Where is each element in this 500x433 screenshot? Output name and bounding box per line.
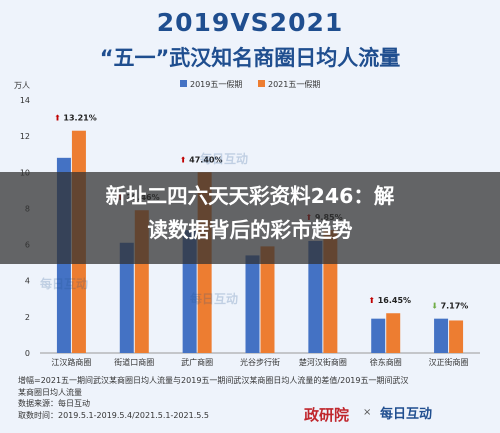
watermark-3: 每日互动	[40, 277, 89, 291]
y-tick-label: 12	[20, 132, 30, 141]
x-tick-label: 汉正街商圈	[429, 357, 469, 367]
watermark-2: 每日互动	[190, 292, 239, 306]
bar	[119, 242, 134, 353]
legend-label: 2021五一假期	[268, 80, 320, 89]
overlay-banner	[0, 172, 500, 264]
bar	[434, 318, 449, 353]
x-tick-label: 武广商圈	[181, 357, 213, 367]
x-tick-label: 徐东商圈	[370, 357, 402, 367]
zhengyanyuan-logo: 政研院	[304, 406, 350, 424]
legend-swatch	[180, 80, 187, 87]
arrow-up-icon: ⬆	[180, 155, 187, 164]
x-tick-label: 光谷步行街	[240, 357, 280, 367]
logo-separator: ×	[363, 407, 372, 418]
banner-line1: 新址二四六天天彩资料246：解	[105, 184, 395, 208]
arrow-up-icon: ⬆	[368, 296, 375, 305]
bar	[245, 255, 260, 353]
footnote: 增幅=2021五一期间武汉某商圈日均人流量与2019五一期间武汉某商圈日均人流量…	[18, 375, 488, 421]
chart-title-line1: 2019VS2021	[156, 8, 344, 37]
footnote-source: 数据来源：每日互动	[18, 399, 90, 409]
y-tick-label: 14	[20, 96, 30, 105]
footnote-period: 取数时间：2019.5.1-2019.5.4/2021.5.1-2021.5.5	[18, 410, 209, 420]
footnote-line1: 增幅=2021五一期间武汉某商圈日均人流量与2019五一期间武汉某商圈日均人流量…	[18, 376, 409, 385]
arrow-down-icon: ⬇	[431, 302, 438, 311]
y-tick-label: 0	[25, 349, 30, 358]
bar	[260, 246, 275, 353]
x-tick-label: 江汉路商圈	[51, 357, 91, 367]
growth-label: 16.45%	[378, 296, 411, 305]
arrow-up-icon: ⬆	[54, 114, 61, 123]
watermark-1: 每日互动	[200, 152, 249, 166]
growth-label: 47.40%	[189, 155, 222, 164]
bar	[308, 240, 323, 353]
x-tick-label: 楚河汉街商圈	[299, 357, 347, 367]
y-tick-label: 2	[25, 313, 30, 322]
growth-label: 13.21%	[63, 114, 96, 123]
footnote-line2: 某商圈日均人流量	[18, 387, 82, 397]
legend-swatch	[258, 80, 265, 87]
banner-headline: 新址二四六天天彩资料246：解 读数据背后的彩市趋势	[20, 179, 480, 247]
banner-line2: 读数据背后的彩市趋势	[147, 218, 353, 242]
chart-title-line2: “五一”武汉知名商圈日均人流量	[99, 46, 401, 70]
x-tick-label: 街道口商圈	[114, 357, 154, 367]
bar	[371, 318, 386, 353]
bar	[386, 313, 401, 353]
legend-label: 2019五一假期	[190, 80, 242, 89]
meiri-hudong-logo: 每日互动	[380, 407, 433, 422]
y-axis-unit-label: 万人	[14, 81, 30, 90]
bar	[449, 320, 464, 353]
growth-label: 7.17%	[441, 302, 469, 311]
y-tick-label: 4	[25, 277, 30, 286]
